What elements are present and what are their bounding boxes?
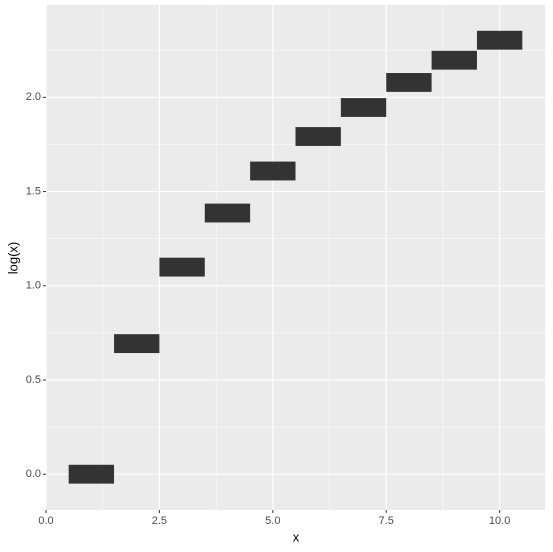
- panel: [46, 5, 545, 510]
- tile: [431, 50, 477, 70]
- tile: [68, 464, 115, 484]
- tile: [340, 98, 387, 117]
- x-tick-label: 2.5: [152, 515, 167, 527]
- tile: [295, 127, 341, 146]
- tile: [159, 257, 205, 277]
- x-axis-title: x: [293, 529, 300, 544]
- y-tick-label: 0.5: [26, 374, 41, 386]
- tile: [204, 203, 251, 223]
- y-tick-label: 1.0: [26, 280, 41, 292]
- major-grid: [45, 5, 545, 510]
- y-tick-label: 2.0: [26, 91, 41, 103]
- x-tick-label: 0.0: [38, 515, 53, 527]
- minor-grid: [46, 5, 545, 510]
- x-tick-label: 5.0: [265, 515, 280, 527]
- y-axis-title: log(x): [5, 242, 20, 275]
- tile: [386, 73, 432, 92]
- tiles: [68, 30, 523, 484]
- tile: [476, 30, 523, 50]
- x-tick-label: 7.5: [379, 515, 394, 527]
- y-tick-label: 1.5: [26, 185, 41, 197]
- x-tick-label: 10.0: [489, 515, 510, 527]
- y-tick-label: 0.0: [26, 468, 41, 480]
- tile: [114, 334, 160, 354]
- tile: [250, 161, 296, 181]
